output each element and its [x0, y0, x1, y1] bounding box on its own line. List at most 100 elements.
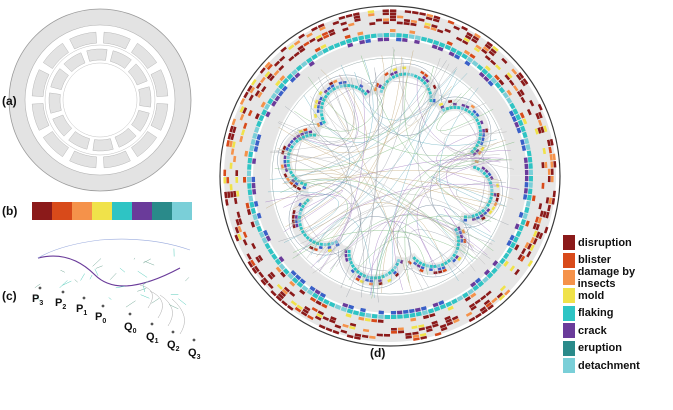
- heat-cell: [525, 176, 529, 181]
- heat-cell: [364, 34, 370, 39]
- p-label: P1: [76, 303, 87, 317]
- heat-cell: [398, 330, 404, 333]
- heat-cell: [348, 250, 351, 253]
- arc-line: [150, 291, 163, 318]
- heat-cell: [384, 33, 389, 37]
- heat-cell: [248, 189, 253, 195]
- colorbar-cell: [92, 202, 112, 220]
- heat-cell: [490, 189, 493, 192]
- heat-cell: [226, 177, 229, 183]
- path-node: [172, 331, 175, 334]
- legend-label: eruption: [578, 342, 622, 354]
- heat-cell: [541, 183, 544, 189]
- heat-cell: [378, 315, 384, 319]
- q-label: Q1: [146, 331, 159, 345]
- ring-segment: [87, 49, 107, 61]
- color-bar: [32, 202, 192, 220]
- legend-label: crack: [578, 325, 607, 337]
- heat-cell: [247, 171, 251, 176]
- heat-cell: [319, 246, 323, 249]
- edge-line: [110, 273, 116, 280]
- path-curve: [38, 256, 180, 286]
- heat-cell: [223, 177, 226, 183]
- path-node: [83, 297, 86, 300]
- heat-cell: [252, 189, 256, 195]
- q-label: Q2: [167, 339, 180, 353]
- panel-label-d: (d): [370, 346, 385, 360]
- ring-segment: [49, 93, 61, 113]
- heat-cell: [247, 164, 251, 170]
- heat-cell: [292, 215, 295, 219]
- heat-cell: [527, 150, 532, 156]
- legend-item: eruption: [563, 340, 673, 358]
- heat-cell: [391, 311, 396, 315]
- heat-cell: [551, 169, 554, 175]
- heat-cell: [383, 9, 389, 12]
- heat-cell: [371, 34, 377, 39]
- heat-cell: [390, 15, 396, 18]
- panel-label-c: (c): [2, 289, 17, 303]
- heat-cell: [398, 327, 404, 330]
- heat-cell: [548, 176, 551, 182]
- heat-cell: [372, 314, 378, 319]
- heat-cell: [390, 12, 396, 15]
- edge-line: [134, 258, 135, 259]
- arc-line: [140, 285, 153, 308]
- caption-text: [10, 396, 660, 410]
- heat-cell: [248, 158, 253, 164]
- edge-line: [151, 298, 159, 303]
- legend-swatch: [563, 358, 575, 373]
- heat-cell: [376, 19, 382, 22]
- edge-line: [61, 270, 65, 272]
- heat-cell: [284, 155, 287, 159]
- edge-line: [109, 297, 112, 299]
- heat-cell: [252, 177, 256, 182]
- heat-cell: [383, 12, 389, 15]
- heat-cell: [525, 170, 529, 175]
- heat-cell: [390, 33, 395, 37]
- heat-cell: [525, 182, 529, 187]
- heat-cell: [383, 18, 389, 21]
- heat-cell: [284, 160, 287, 164]
- heat-cell: [348, 254, 351, 257]
- heat-cell: [463, 219, 467, 222]
- heat-cell: [385, 315, 390, 319]
- legend-swatch: [563, 235, 575, 250]
- heat-cell: [223, 170, 226, 176]
- heat-cell: [243, 177, 246, 183]
- legend-label: disruption: [578, 237, 632, 249]
- heat-cell: [319, 243, 322, 246]
- heat-cell: [377, 33, 383, 37]
- heat-cell: [396, 33, 402, 37]
- heat-cell: [391, 331, 397, 334]
- heat-cell: [235, 177, 238, 183]
- heat-cell: [397, 16, 403, 19]
- heat-cell: [551, 176, 554, 182]
- heat-cell: [429, 268, 433, 271]
- heat-cell: [365, 313, 371, 318]
- edge-line: [62, 281, 71, 285]
- heat-cell: [247, 183, 251, 189]
- heat-cell: [529, 176, 533, 181]
- heat-cell: [529, 170, 533, 175]
- heat-cell: [544, 162, 547, 168]
- edge-line: [138, 271, 147, 277]
- heat-cell: [383, 21, 389, 24]
- colorbar-cell: [152, 202, 172, 220]
- heat-cell: [402, 67, 406, 70]
- colorbar-cell: [72, 202, 92, 220]
- legend-label: blister: [578, 254, 611, 266]
- heat-cell: [390, 29, 396, 32]
- heat-cell: [403, 314, 409, 319]
- heat-cell: [529, 182, 533, 188]
- q-label: Q0: [124, 321, 137, 335]
- edge-line: [143, 259, 151, 263]
- heat-cell: [295, 215, 298, 219]
- heat-cell: [384, 334, 390, 337]
- panel-label-a: (a): [2, 94, 17, 108]
- heat-cell: [248, 196, 253, 202]
- edge-line: [96, 266, 103, 269]
- heat-cell: [235, 170, 238, 176]
- arc-line: [38, 239, 190, 258]
